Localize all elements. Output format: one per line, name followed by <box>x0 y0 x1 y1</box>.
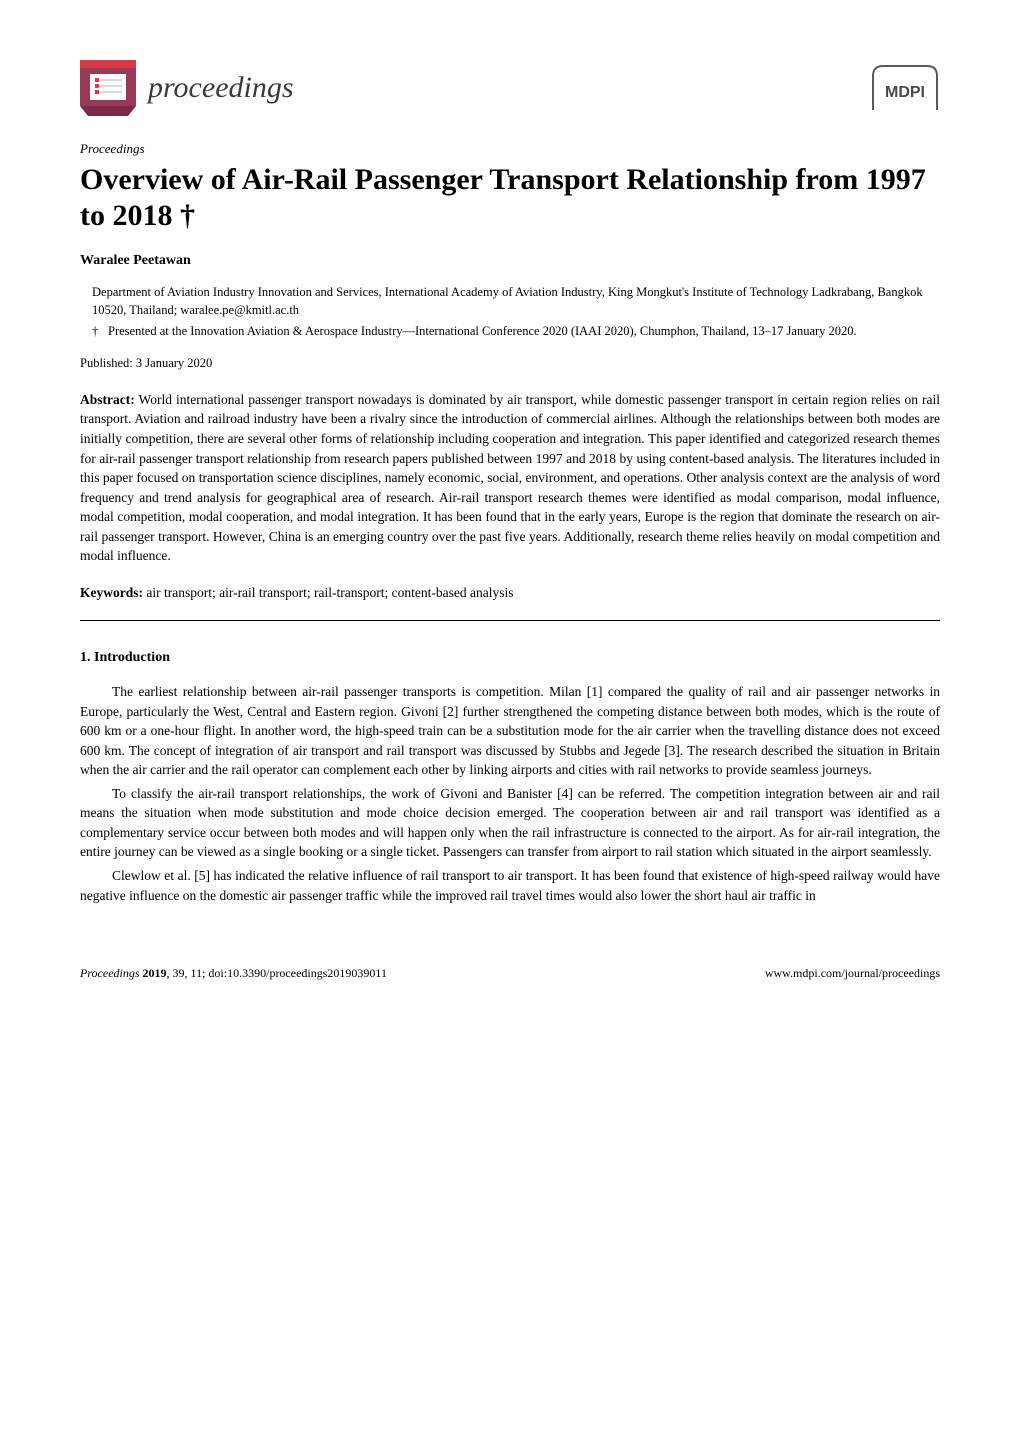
keywords-label: Keywords: <box>80 585 143 600</box>
footer-journal: Proceedings <box>80 966 143 980</box>
body-paragraph: The earliest relationship between air-ra… <box>80 682 940 780</box>
published-date: Published: 3 January 2020 <box>80 355 940 372</box>
footer-url: www.mdpi.com/journal/proceedings <box>765 965 940 981</box>
body-paragraph: To classify the air-rail transport relat… <box>80 784 940 862</box>
proceedings-logo-text: proceedings <box>148 68 294 109</box>
section-heading-introduction: 1. Introduction <box>80 649 940 668</box>
svg-text:MDPI: MDPI <box>885 84 925 101</box>
article-type: Proceedings <box>80 140 940 158</box>
presented-marker: † <box>92 323 102 341</box>
presented-text: Presented at the Innovation Aviation & A… <box>108 323 857 341</box>
article-title: Overview of Air-Rail Passenger Transport… <box>80 162 940 234</box>
affiliation-text: Department of Aviation Industry Innovati… <box>92 284 940 319</box>
page-footer: Proceedings 2019, 39, 11; doi:10.3390/pr… <box>80 965 940 981</box>
footer-year: 2019 <box>143 966 167 980</box>
presented-note: † Presented at the Innovation Aviation &… <box>92 323 940 341</box>
author-name: Waralee Peetawan <box>80 252 940 271</box>
proceedings-logo-icon <box>80 60 136 116</box>
header-row: proceedings MDPI <box>80 60 940 116</box>
abstract-block: Abstract: World international passenger … <box>80 390 940 566</box>
body-paragraph: Clewlow et al. [5] has indicated the rel… <box>80 866 940 905</box>
footer-citation: Proceedings 2019, 39, 11; doi:10.3390/pr… <box>80 965 387 981</box>
footer-doi: , 39, 11; doi:10.3390/proceedings2019039… <box>167 966 387 980</box>
abstract-label: Abstract: <box>80 392 135 407</box>
section-divider <box>80 620 940 621</box>
keywords-block: Keywords: air transport; air-rail transp… <box>80 584 940 602</box>
mdpi-logo-icon: MDPI <box>870 63 940 113</box>
abstract-text: World international passenger transport … <box>80 392 940 564</box>
keywords-text: air transport; air-rail transport; rail-… <box>143 585 513 600</box>
proceedings-logo: proceedings <box>80 60 294 116</box>
